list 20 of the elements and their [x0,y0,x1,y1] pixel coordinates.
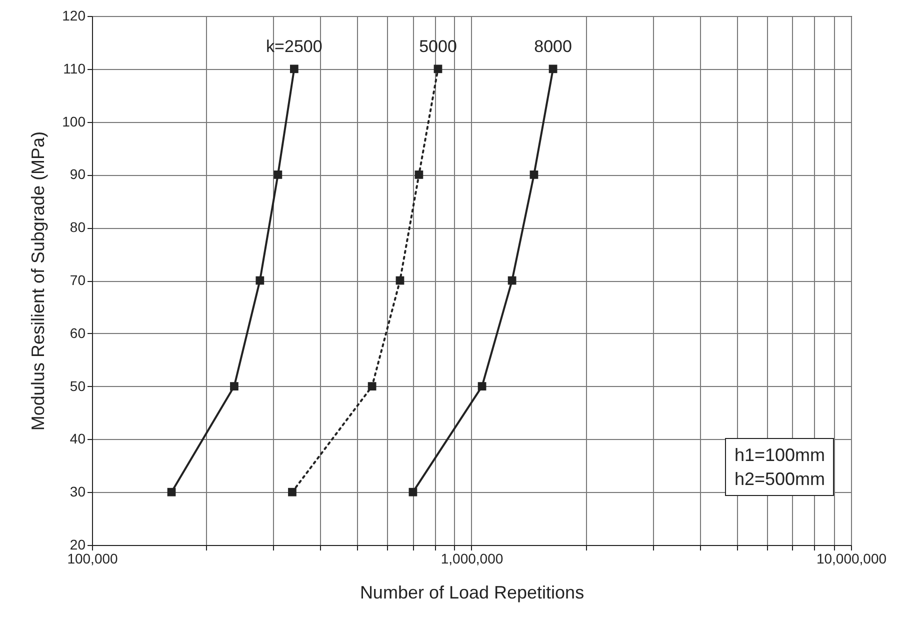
y-tick-label: 100 [62,113,86,130]
y-tick-label: 90 [70,166,86,182]
note-box: h1=100mm h2=500mm [725,438,834,496]
y-tick-label: 20 [70,536,86,552]
y-tick-label: 80 [70,219,86,236]
x-tick-label: 1,000,000 [440,550,504,566]
x-tick-label: 100,000 [67,550,118,566]
x-tick-label: 10,000,000 [816,550,887,566]
y-tick-label: 50 [70,378,86,394]
y-tick-label: 30 [70,484,86,500]
y-tick-label: 70 [70,272,86,288]
y-tick-label: 60 [70,324,86,341]
y-axis-title: Modulus Resilient of Subgrade (MPa) [28,131,48,431]
y-tick-label: 120 [62,8,86,24]
x-axis-title: Number of Load Repetitions [360,582,584,602]
annotation: h2=500mm [734,468,825,491]
annotation: h1=100mm [734,444,825,467]
series-label: 8000 [534,36,572,56]
y-tick-label: 40 [70,430,86,447]
y-tick-label: 110 [63,60,86,76]
